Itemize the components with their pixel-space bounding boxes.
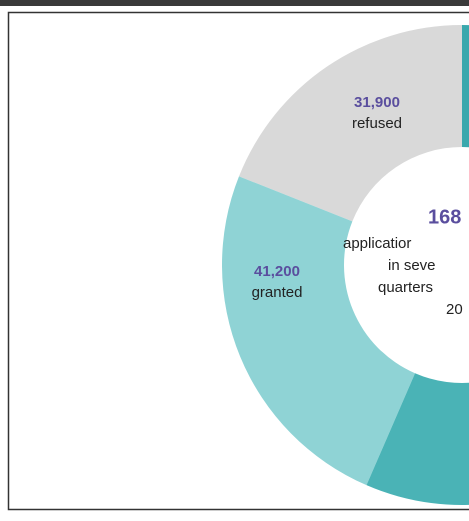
center-label: 168 [428,206,461,228]
center-label: quarters [378,279,433,296]
donut-segment [238,25,462,222]
center-label: 20 [446,301,463,318]
category-label: refused [352,115,402,132]
donut-segment [222,176,416,486]
donut-segment [462,25,469,148]
labels: 31,900 refused 41,200 granted 168 applicatior… [252,94,463,318]
category-label: granted [252,284,303,301]
center-label: in seve [388,257,436,274]
top-strip [0,0,469,6]
value-label: 41,200 [254,263,300,280]
value-label: 31,900 [354,94,400,111]
frame [7,11,469,511]
donut-segment [366,373,469,505]
donut [222,25,469,505]
center-label: applicatior [343,235,411,252]
